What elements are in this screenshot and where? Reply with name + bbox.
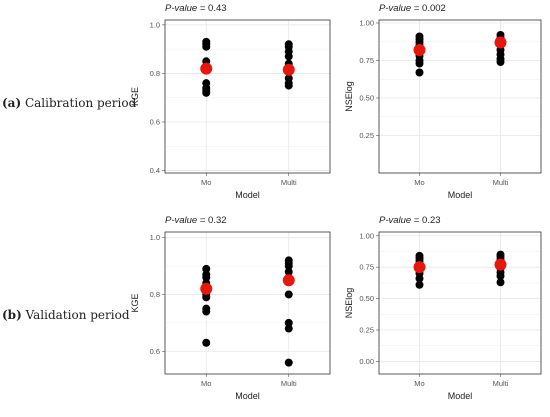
mean-point bbox=[282, 274, 295, 287]
y-axis-label: KGE bbox=[130, 293, 140, 312]
panel-frame bbox=[378, 231, 542, 375]
y-tick-label: 0.25 bbox=[359, 131, 374, 140]
pvalue-label: P-value = 0.23 bbox=[379, 215, 441, 226]
data-point bbox=[202, 293, 211, 302]
row-label-tag: (a) bbox=[2, 96, 22, 110]
data-point bbox=[415, 59, 424, 68]
data-point bbox=[415, 274, 424, 283]
x-axis-label: Model bbox=[448, 391, 473, 401]
pvalue-label: P-value = 0.43 bbox=[165, 3, 227, 14]
y-tick-label: 1.0 bbox=[150, 20, 160, 29]
data-point bbox=[202, 264, 211, 273]
y-tick-label: 0.50 bbox=[359, 294, 374, 303]
panel-frame bbox=[164, 231, 331, 375]
data-point bbox=[284, 290, 293, 299]
data-point bbox=[284, 267, 293, 276]
mean-point bbox=[494, 258, 507, 271]
data-point bbox=[284, 81, 293, 90]
data-point bbox=[202, 307, 211, 316]
data-point bbox=[284, 358, 293, 367]
mean-point bbox=[200, 282, 213, 295]
mean-point bbox=[200, 62, 213, 75]
row-label-validation: (b) Validation period bbox=[2, 308, 130, 322]
x-tick-label: Mo bbox=[414, 178, 424, 187]
x-axis-label: Model bbox=[448, 190, 473, 200]
chart-panel-4: P-value = 0.23 0.00 0.25 0.50 0.75 1.00 Mo Mult… bbox=[344, 215, 542, 401]
data-point bbox=[202, 273, 211, 282]
y-tick-label: 1.0 bbox=[150, 233, 160, 242]
mean-point bbox=[282, 63, 295, 76]
data-point bbox=[202, 338, 211, 347]
x-axis-label: Model bbox=[235, 190, 260, 200]
y-tick-label: 0.8 bbox=[150, 69, 160, 78]
y-tick-label: 0.75 bbox=[359, 263, 374, 272]
x-tick-label: Mo bbox=[201, 379, 211, 388]
y-tick-label: 1.00 bbox=[359, 231, 374, 240]
y-tick-label: 1.00 bbox=[359, 19, 374, 28]
y-tick-label: 0.8 bbox=[150, 290, 160, 299]
data-point bbox=[415, 280, 424, 289]
y-tick-label: 0.6 bbox=[150, 347, 160, 356]
data-point bbox=[496, 271, 505, 280]
data-point bbox=[496, 58, 505, 66]
x-tick-label: Multi bbox=[281, 178, 297, 187]
y-tick-label: 0.6 bbox=[150, 118, 160, 127]
data-point bbox=[284, 52, 293, 61]
y-axis-label: NSElog bbox=[344, 81, 354, 112]
pvalue-label: P-value = 0.002 bbox=[379, 3, 446, 14]
chart-panel-2: P-value = 0.002 0.25 0.50 0.75 1.00 Mo Multi Mo… bbox=[344, 3, 542, 200]
chart-panel-1: P-value = 0.43 0.4 0.6 0.8 1.0 Mo Multi Model KG… bbox=[130, 3, 331, 200]
y-tick-label: 0.4 bbox=[150, 166, 160, 175]
x-tick-label: Multi bbox=[493, 379, 509, 388]
row-label-text: Calibration period bbox=[24, 96, 137, 110]
chart-panel-3: P-value = 0.32 0.6 0.8 1.0 Mo Multi Model KGE bbox=[130, 215, 331, 401]
y-tick-label: 0.00 bbox=[359, 357, 374, 366]
x-tick-label: Multi bbox=[493, 178, 509, 187]
data-point bbox=[496, 278, 505, 287]
x-tick-label: Mo bbox=[201, 178, 211, 187]
y-axis-label: NSElog bbox=[344, 288, 354, 319]
row-label-calibration: (a) Calibration period bbox=[2, 96, 136, 110]
data-point bbox=[284, 318, 293, 327]
data-point bbox=[415, 68, 424, 77]
data-point bbox=[284, 324, 293, 333]
data-point bbox=[202, 42, 211, 51]
data-point bbox=[284, 262, 293, 271]
mean-point bbox=[413, 261, 426, 274]
data-point bbox=[202, 88, 211, 97]
panel-frame bbox=[164, 19, 331, 174]
x-axis-label: Model bbox=[235, 391, 260, 401]
x-tick-label: Mo bbox=[414, 379, 424, 388]
y-axis-label: KGE bbox=[130, 87, 140, 106]
mean-point bbox=[413, 44, 426, 56]
y-tick-label: 0.50 bbox=[359, 94, 374, 103]
mean-point bbox=[494, 36, 507, 49]
pvalue-label: P-value = 0.32 bbox=[165, 215, 227, 226]
y-tick-label: 0.25 bbox=[359, 326, 374, 335]
y-tick-label: 0.75 bbox=[359, 56, 374, 65]
panel-frame bbox=[378, 19, 542, 174]
x-tick-label: Multi bbox=[281, 379, 297, 388]
row-label-tag: (b) bbox=[2, 308, 22, 322]
row-label-text: Validation period bbox=[25, 308, 130, 322]
